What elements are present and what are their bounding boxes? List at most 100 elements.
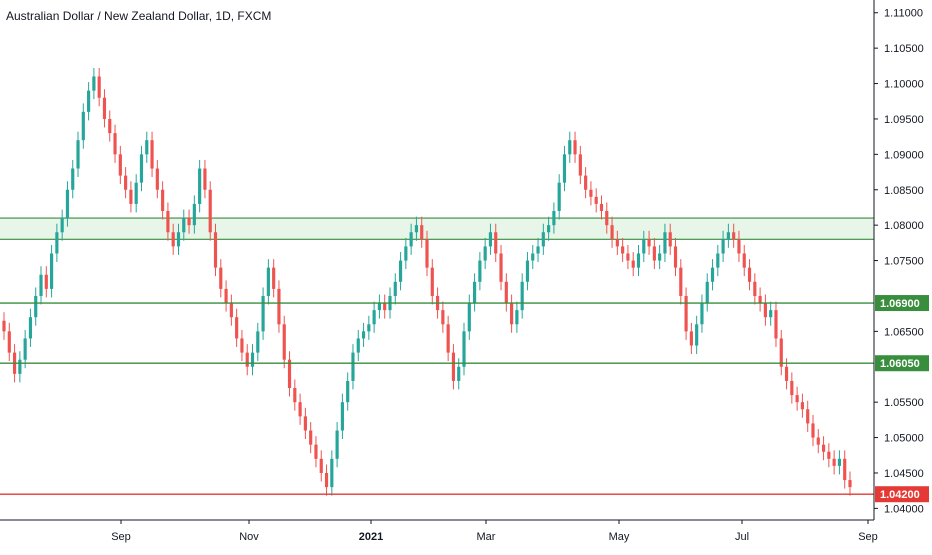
candle-body <box>414 225 419 233</box>
y-tick-label: 1.05000 <box>884 433 924 445</box>
candle-body <box>240 338 244 353</box>
candle-body <box>837 458 842 466</box>
candle-body <box>213 232 218 268</box>
candle-body <box>451 352 456 381</box>
candle-body <box>673 246 678 268</box>
level-label-bg <box>875 486 929 503</box>
candle-body <box>716 253 720 268</box>
candle-body <box>420 225 424 240</box>
candle-body <box>2 320 6 332</box>
level-label-bg <box>875 355 929 372</box>
candle-body <box>108 118 112 134</box>
candle-body <box>176 232 181 247</box>
candle-body <box>351 352 355 381</box>
candle-body <box>346 380 350 403</box>
candle-body <box>60 218 64 233</box>
candle-body <box>50 253 54 289</box>
candle-body <box>303 416 307 431</box>
candle-body <box>282 324 286 360</box>
candle-body <box>81 111 85 141</box>
candle-body <box>467 303 471 332</box>
candle-body <box>446 324 450 353</box>
candle-body <box>658 253 662 261</box>
candle-body <box>525 260 530 282</box>
supply-zone <box>0 218 874 240</box>
candle-body <box>758 295 762 304</box>
y-tick-label: 1.04500 <box>884 468 924 480</box>
candle-body <box>44 274 48 289</box>
x-tick-label: Nov <box>239 531 259 543</box>
candle-body <box>219 267 223 289</box>
x-tick-label: Sep <box>111 531 131 543</box>
candle-body <box>763 303 767 318</box>
candle-body <box>404 246 408 261</box>
candle-body <box>229 303 233 318</box>
candle-body <box>636 253 641 268</box>
candle-body <box>398 260 403 282</box>
candle-body <box>499 253 503 282</box>
x-tick-label: Jul <box>735 531 749 543</box>
candle-body <box>55 232 59 254</box>
candle-body <box>531 253 535 261</box>
candle-body <box>293 388 297 403</box>
candle-body <box>39 274 43 296</box>
candle-body <box>832 458 836 466</box>
candle-body <box>155 168 159 190</box>
candle-body <box>774 310 778 339</box>
candle-body <box>610 225 614 240</box>
candle-body <box>203 168 207 190</box>
candle-body <box>594 196 598 204</box>
candle-body <box>747 267 752 282</box>
candle-body <box>18 359 22 374</box>
level-label: 1.04200 <box>880 489 920 501</box>
candle-body <box>314 444 318 459</box>
y-tick-label: 1.08500 <box>884 185 924 197</box>
x-tick-label: Sep <box>858 531 878 543</box>
level-label: 1.06050 <box>880 358 920 370</box>
candle-body <box>504 281 508 304</box>
candle-body <box>319 458 323 473</box>
candle-body <box>695 324 699 346</box>
candle-body <box>28 317 33 339</box>
candle-body <box>71 168 75 190</box>
candle-body <box>806 409 810 424</box>
candle-body <box>208 189 212 233</box>
candle-body <box>795 395 799 403</box>
candle-body <box>721 239 725 254</box>
candle-body <box>652 246 656 261</box>
candle-body <box>779 338 783 367</box>
candle-body <box>277 288 281 325</box>
level-label: 1.06900 <box>880 298 920 310</box>
candle-body <box>843 458 847 481</box>
candle-body <box>753 281 757 296</box>
x-tick-label: May <box>609 531 630 543</box>
candle-body <box>372 310 376 325</box>
candle-body <box>441 310 445 325</box>
candle-body <box>462 331 466 367</box>
candle-body <box>726 232 730 240</box>
y-tick-label: 1.10500 <box>884 43 924 55</box>
candle-body <box>129 189 133 204</box>
candle-body <box>568 140 572 155</box>
candle-body <box>34 295 38 318</box>
candle-body <box>166 210 170 233</box>
candle-body <box>663 232 667 254</box>
candle-body <box>367 324 371 332</box>
candle-body <box>92 76 96 91</box>
candle-body <box>113 133 117 155</box>
candle-body <box>134 182 138 204</box>
candle-body <box>705 281 709 304</box>
candle-body <box>224 288 228 304</box>
candle-body <box>520 281 524 311</box>
candle-body <box>198 168 202 204</box>
candle-body <box>494 232 498 254</box>
candle-body <box>330 458 334 488</box>
candle-body <box>737 239 741 254</box>
candle-body <box>187 218 191 226</box>
candle-body <box>361 331 366 339</box>
candle-body <box>102 97 107 119</box>
candle-body <box>562 154 567 183</box>
candle-body <box>684 295 688 332</box>
